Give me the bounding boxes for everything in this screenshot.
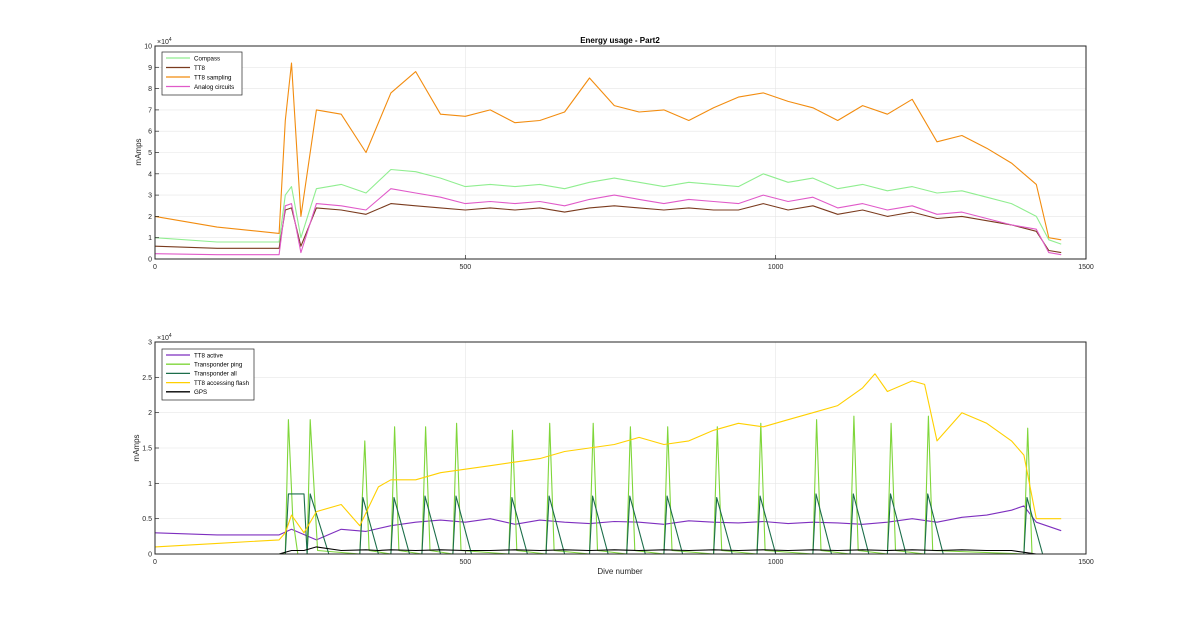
legend-label: Analog circuits: [194, 84, 234, 91]
y-tick-label: 3: [148, 193, 152, 200]
x-tick-label: 500: [459, 559, 471, 566]
legend-bottom: TT8 active Transponder ping Transponder al…: [161, 348, 255, 401]
series-line-gps: [155, 546, 1062, 555]
y-tick-label: 2.5: [142, 375, 152, 382]
y-tick-label: 10: [144, 44, 152, 51]
x-axis-label-bottom: Dive number: [597, 567, 643, 576]
legend-label: Transponder ping: [194, 362, 243, 369]
y-tick-label: 8: [148, 86, 152, 93]
x-tick-label: 0: [153, 264, 157, 271]
series-lines-top: [154, 62, 1062, 256]
y-tick-label: 1: [148, 481, 152, 488]
y-axis-label-bottom: mAmps: [132, 434, 141, 461]
legend-label: TT8 accessing flash: [194, 380, 250, 387]
x-tick-label: 500: [459, 264, 471, 271]
y-tick-label: 1: [148, 235, 152, 242]
y-tick-label: 0: [148, 552, 152, 559]
y-tick-label: 4: [148, 171, 152, 178]
legend-top: Compass TT8 TT8 sampling Analog circuits: [161, 51, 243, 96]
y-tick-label: 0: [148, 257, 152, 264]
chart-title: Energy usage - Part2: [580, 36, 660, 45]
y-tick-label: 0.5: [142, 516, 152, 523]
y-tick-label: 9: [148, 65, 152, 72]
y-tick-label: 7: [148, 107, 152, 114]
y-tick-label: 3: [148, 340, 152, 347]
x-tick-label: 1000: [768, 264, 784, 271]
ticks-top: 0 1 2 3 4 5 6 7 8 9 10 0 500 1000 1500: [144, 44, 1094, 272]
legend-box: [161, 51, 243, 96]
series-line-tt8-accessing-flash: [154, 373, 1062, 548]
y-axis-label-top: mAmps: [134, 138, 143, 165]
x-tick-label: 1500: [1078, 559, 1094, 566]
legend-label: Compass: [194, 55, 220, 62]
energy-chart-top: 0 1 2 3 4 5 6 7 8 9 10 0 500 1000 1500 Energy usage - …: [134, 36, 1094, 271]
y-tick-label: 2: [148, 410, 152, 417]
y-tick-label: 6: [148, 129, 152, 136]
x-tick-label: 0: [153, 559, 157, 566]
x-tick-label: 1000: [768, 559, 784, 566]
series-line-compass: [154, 168, 1062, 245]
legend-label: TT8 sampling: [194, 74, 232, 81]
series-line-tt8-sampling: [154, 62, 1062, 241]
ticks-bottom: 0 0.5 1 1.5 2 2.5 3 0 500 1000 1500: [142, 340, 1094, 567]
legend-label: GPS: [194, 389, 207, 396]
x-tick-label: 1500: [1078, 264, 1094, 271]
energy-chart-bottom: 0 0.5 1 1.5 2 2.5 3 0 500 1000 1500 Dive number mA…: [132, 333, 1094, 576]
legend-label: Transponder all: [194, 371, 237, 378]
legend-label: TT8 active: [194, 352, 223, 359]
y-tick-label: 5: [148, 150, 152, 157]
series-line-tt8-active: [154, 505, 1062, 541]
series-line-analog-circuits: [154, 188, 1062, 256]
y-tick-label: 2: [148, 214, 152, 221]
y-tick-label: 1.5: [142, 446, 152, 453]
y-exponent-bottom: ×104: [157, 333, 172, 342]
legend-label: TT8: [194, 65, 206, 72]
series-line-tt8: [154, 203, 1062, 254]
y-exponent-top: ×104: [157, 37, 172, 46]
legend-box: [161, 348, 255, 401]
